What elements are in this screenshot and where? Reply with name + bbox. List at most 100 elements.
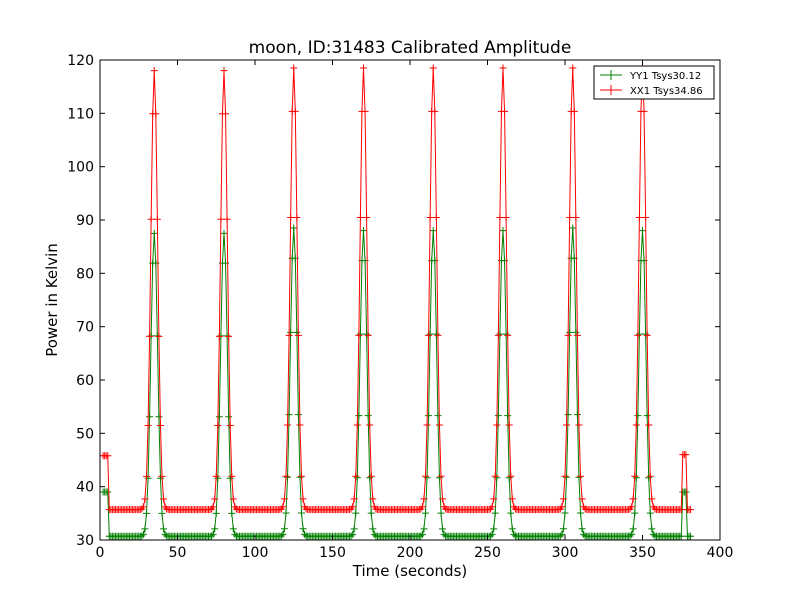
- data-point: [682, 488, 690, 496]
- data-point: [643, 331, 651, 339]
- data-point: [505, 474, 513, 482]
- data-point: [152, 110, 160, 118]
- data-point: [437, 472, 445, 480]
- data-point: [158, 472, 166, 480]
- data-point: [143, 509, 150, 517]
- data-point: [352, 472, 360, 480]
- data-point: [369, 525, 377, 533]
- data-point: [634, 331, 642, 339]
- legend-label-xx1: XX1 Tsys34.86: [630, 86, 703, 97]
- data-point: [490, 525, 498, 533]
- data-point: [556, 532, 564, 540]
- data-point: [156, 422, 164, 430]
- x-axis: 0 50 100 150 200 250 300 350 400: [96, 60, 733, 561]
- data-point: [104, 488, 112, 496]
- data-point: [229, 525, 237, 533]
- data-point: [217, 215, 225, 223]
- legend: YY1 Tsys30.12 XX1 Tsys34.86: [593, 65, 715, 100]
- data-point: [220, 229, 228, 237]
- data-point: [215, 413, 223, 421]
- y-tick-label: 40: [76, 480, 94, 496]
- data-point: [629, 495, 637, 503]
- plot-area: [100, 60, 720, 540]
- data-point: [144, 474, 152, 482]
- data-point: [364, 331, 372, 339]
- chart-title: moon, ID:31483 Calibrated Amplitude: [249, 38, 572, 58]
- data-point: [572, 328, 580, 336]
- x-tick-label: 250: [474, 545, 501, 561]
- data-point: [508, 525, 516, 533]
- data-point: [369, 495, 377, 503]
- y-tick-label: 120: [67, 53, 94, 69]
- data-point: [214, 474, 222, 482]
- data-point: [211, 525, 219, 533]
- data-point: [423, 421, 431, 429]
- data-point: [156, 474, 164, 482]
- data-point: [496, 213, 504, 221]
- data-point: [291, 107, 299, 115]
- data-point: [363, 330, 371, 338]
- data-point: [677, 532, 685, 540]
- data-point: [505, 421, 513, 429]
- data-point: [367, 472, 375, 480]
- x-tick-label: 300: [552, 545, 579, 561]
- data-point: [350, 525, 358, 533]
- data-point: [356, 330, 364, 338]
- data-point: [507, 509, 515, 517]
- data-point: [439, 525, 447, 533]
- data-point: [682, 451, 690, 459]
- data-point: [502, 330, 510, 338]
- data-point: [355, 331, 363, 339]
- x-tick-label: 0: [96, 545, 105, 561]
- data-point: [290, 64, 298, 72]
- data-point: [432, 213, 440, 221]
- data-point: [559, 495, 567, 503]
- data-point: [429, 64, 437, 72]
- data-point: [212, 472, 220, 480]
- data-point: [677, 506, 685, 514]
- data-point: [632, 421, 640, 429]
- legend-box: [593, 65, 715, 100]
- data-point: [294, 331, 302, 339]
- data-point: [360, 64, 367, 72]
- data-point: [420, 495, 428, 503]
- data-point: [144, 422, 152, 430]
- data-point: [646, 472, 654, 480]
- data-point: [558, 503, 566, 511]
- data-point: [296, 473, 304, 481]
- data-point: [150, 67, 158, 75]
- data-point: [418, 530, 426, 538]
- data-point: [280, 495, 288, 503]
- data-point: [640, 107, 648, 115]
- y-tick-label: 100: [67, 160, 94, 176]
- data-point: [642, 330, 650, 338]
- data-point: [429, 227, 437, 235]
- data-point: [228, 472, 236, 480]
- data-point: [279, 530, 287, 538]
- data-point: [628, 530, 636, 538]
- data-point: [347, 532, 355, 540]
- data-point: [491, 472, 499, 480]
- data-point: [648, 495, 656, 503]
- data-point: [437, 509, 445, 517]
- data-point: [425, 412, 433, 420]
- data-point: [420, 525, 428, 533]
- data-point: [570, 107, 578, 115]
- data-point: [569, 224, 577, 232]
- data-point: [639, 227, 646, 235]
- data-point: [153, 332, 161, 340]
- data-point: [563, 473, 571, 481]
- data-point: [493, 474, 501, 482]
- data-point: [211, 495, 219, 503]
- data-point: [155, 413, 163, 421]
- data-point: [282, 472, 290, 480]
- data-point: [366, 474, 374, 482]
- data-point: [564, 331, 572, 339]
- data-point: [139, 530, 147, 538]
- data-point: [572, 213, 580, 221]
- data-point: [626, 532, 634, 540]
- data-point: [225, 413, 233, 421]
- data-point: [146, 332, 154, 340]
- data-point: [578, 525, 586, 533]
